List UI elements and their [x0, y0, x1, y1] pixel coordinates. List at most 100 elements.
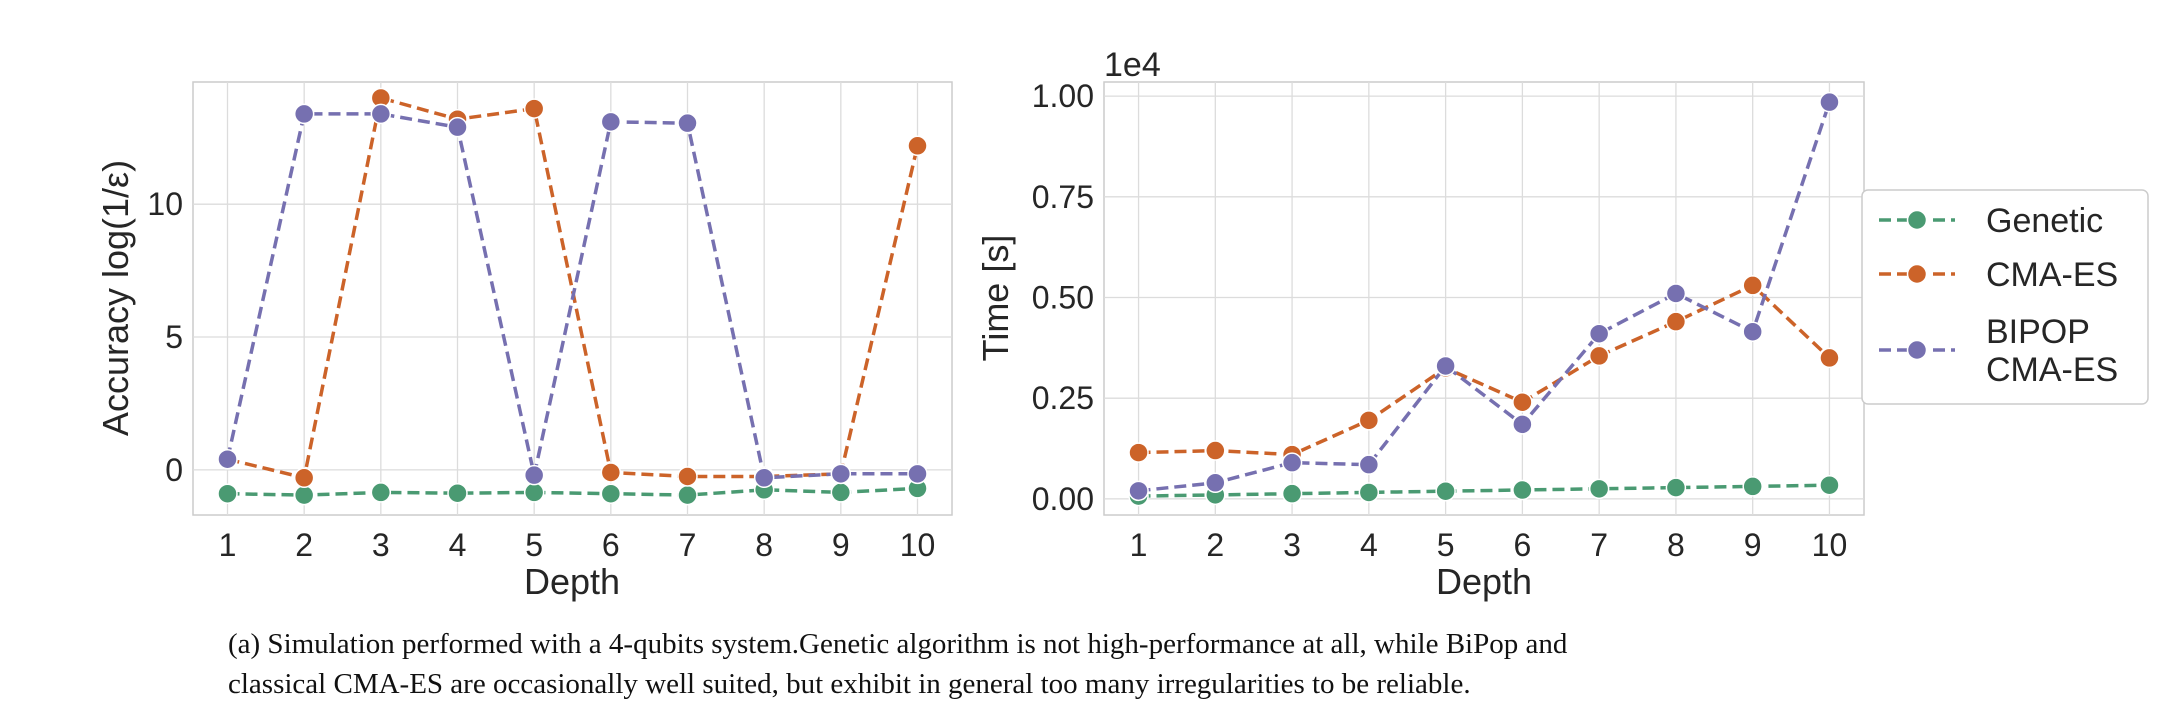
- time-point-bipop: [1512, 414, 1533, 435]
- accuracy-y-tick-label: 5: [165, 319, 183, 355]
- time-point-cmaes: [1588, 345, 1610, 367]
- accuracy-plot: 1 2 3 4 5 6 7 8 9 10 0 5 10 Depth Accuracy log(1/ε): [95, 81, 953, 602]
- time-point-genetic: [1588, 478, 1610, 500]
- legend-marker-genetic: [1906, 209, 1928, 231]
- accuracy-x-tick-label: 10: [900, 527, 936, 563]
- accuracy-x-tick-label: 6: [602, 527, 620, 563]
- accuracy-point-genetic: [523, 482, 545, 503]
- time-y-axis-label: Time [s]: [975, 235, 1016, 362]
- accuracy-point-bipop: [830, 463, 852, 485]
- accuracy-x-tick-label: 8: [755, 527, 773, 563]
- accuracy-y-tick-label: 0: [165, 452, 183, 488]
- accuracy-point-cmaes: [293, 467, 315, 489]
- time-x-tick-label: 4: [1360, 527, 1378, 563]
- accuracy-series-line-bipop: [225, 112, 918, 480]
- time-x-tick-label: 8: [1667, 527, 1685, 563]
- time-x-tick-label: 5: [1437, 527, 1455, 563]
- legend-label-cmaes: CMA-ES: [1986, 256, 2118, 294]
- accuracy-y-axis-label: Accuracy log(1/ε): [95, 160, 136, 436]
- legend-label-bipop: CMA-ES: [1986, 351, 2118, 389]
- time-x-tick-label: 10: [1812, 527, 1848, 563]
- accuracy-y-tick-label: 10: [147, 186, 183, 222]
- time-y-tick-label: 0.00: [1032, 481, 1094, 517]
- time-y-tick-label: 1.00: [1032, 78, 1094, 114]
- accuracy-x-tick-label: 9: [832, 527, 850, 563]
- time-plot: 1 2 3 4 5 6 7 8 9 10 0.00 0.25 0.50 0.75 1.00 Depth Ti…: [975, 46, 1865, 602]
- time-point-bipop: [1665, 283, 1687, 304]
- caption-line-2: classical CMA-ES are occasionally well s…: [228, 668, 1471, 700]
- time-point-bipop: [1281, 452, 1303, 473]
- time-x-tick-label: 2: [1206, 527, 1224, 563]
- time-point-cmaes: [1665, 311, 1687, 332]
- figure-caption: (a) Simulation performed with a 4-qubits…: [228, 624, 2038, 704]
- time-plot-area: [1103, 81, 1865, 516]
- time-y-tick-label: 0.25: [1032, 380, 1094, 416]
- time-point-cmaes: [1742, 275, 1763, 296]
- time-point-cmaes: [1819, 347, 1840, 369]
- accuracy-point-genetic: [217, 483, 238, 504]
- accuracy-point-bipop: [217, 448, 238, 470]
- time-x-tick-label: 7: [1590, 527, 1608, 563]
- time-point-genetic: [1281, 483, 1303, 504]
- legend-label-bipop: BIPOP: [1986, 313, 2090, 351]
- accuracy-point-bipop: [753, 467, 775, 489]
- accuracy-point-cmaes: [907, 135, 928, 157]
- accuracy-series-line-genetic: [227, 486, 918, 497]
- time-point-bipop: [1435, 355, 1456, 377]
- time-point-cmaes: [1205, 440, 1226, 461]
- accuracy-x-tick-label: 4: [449, 527, 467, 563]
- accuracy-x-tick-label: 3: [372, 527, 390, 563]
- time-point-bipop: [1205, 472, 1226, 494]
- time-x-tick-label: 3: [1283, 527, 1301, 563]
- time-point-genetic: [1819, 474, 1840, 496]
- legend-marker-cmaes: [1906, 263, 1928, 285]
- time-point-bipop: [1588, 323, 1610, 344]
- time-series-line-bipop: [1138, 101, 1832, 493]
- time-point-genetic: [1512, 479, 1533, 501]
- accuracy-x-tick-label: 5: [525, 527, 543, 563]
- time-x-tick-label: 9: [1744, 527, 1762, 563]
- accuracy-x-tick-label: 1: [219, 527, 237, 563]
- accuracy-point-genetic: [293, 484, 315, 506]
- accuracy-point-bipop: [447, 116, 468, 138]
- accuracy-point-bipop: [907, 463, 928, 485]
- accuracy-point-bipop: [293, 103, 315, 125]
- time-x-axis-label: Depth: [1436, 561, 1532, 602]
- time-point-bipop: [1819, 91, 1840, 113]
- accuracy-point-genetic: [600, 483, 622, 504]
- accuracy-point-bipop: [600, 111, 622, 133]
- accuracy-point-cmaes: [677, 466, 698, 487]
- accuracy-point-cmaes: [523, 98, 545, 119]
- accuracy-point-bipop: [677, 112, 698, 134]
- time-point-genetic: [1742, 476, 1763, 497]
- caption-line-1: (a) Simulation performed with a 4-qubits…: [228, 628, 1568, 660]
- time-point-bipop: [1358, 454, 1380, 475]
- accuracy-point-bipop: [523, 464, 545, 486]
- accuracy-point-genetic: [370, 482, 392, 503]
- accuracy-x-axis-label: Depth: [524, 561, 620, 602]
- time-point-genetic: [1435, 480, 1456, 502]
- time-point-bipop: [1128, 480, 1149, 502]
- accuracy-point-bipop: [370, 103, 392, 125]
- time-x-tick-label: 6: [1513, 527, 1531, 563]
- legend-marker-bipop: [1906, 339, 1928, 361]
- accuracy-x-tick-label: 2: [295, 527, 313, 563]
- time-point-genetic: [1358, 482, 1380, 503]
- time-point-bipop: [1742, 321, 1763, 342]
- time-point-cmaes: [1512, 391, 1533, 413]
- time-series-line-cmaes: [1138, 283, 1831, 457]
- time-y-tick-label: 0.75: [1032, 179, 1094, 215]
- time-point-cmaes: [1358, 410, 1380, 431]
- time-point-genetic: [1665, 477, 1687, 498]
- time-point-cmaes: [1128, 442, 1149, 463]
- time-series-line-genetic: [1138, 483, 1830, 498]
- accuracy-point-cmaes: [600, 462, 622, 483]
- accuracy-point-genetic: [447, 482, 468, 504]
- accuracy-x-tick-label: 7: [679, 527, 697, 563]
- time-x-tick-label: 1: [1130, 527, 1148, 563]
- accuracy-series-line-cmaes: [227, 96, 920, 480]
- accuracy-point-genetic: [830, 482, 852, 503]
- time-y-tick-label: 0.50: [1032, 279, 1094, 315]
